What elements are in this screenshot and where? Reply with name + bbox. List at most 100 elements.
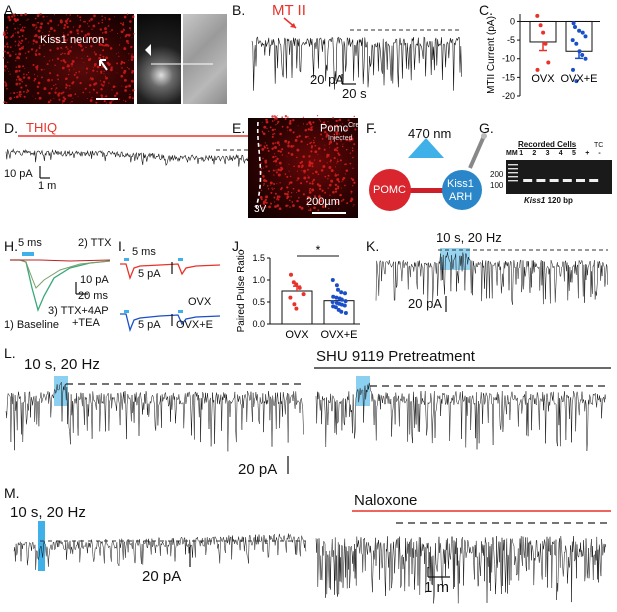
stim-bar-l-left: [54, 376, 68, 406]
data-point: [330, 278, 335, 282]
fluorescence-markers: [145, 44, 181, 65]
data-point: [301, 292, 306, 297]
light-wavelength-label: 470 nm: [408, 126, 452, 141]
injected-label: Injected: [328, 135, 353, 142]
ovxe-trace: [120, 313, 221, 333]
gel-image: [506, 160, 612, 194]
data-point: [574, 79, 579, 84]
gel-band: [562, 179, 572, 182]
data-point: [342, 303, 347, 308]
gel-lane-3: 2: [532, 150, 537, 157]
data-point: [339, 302, 344, 307]
gel-band: [576, 179, 585, 182]
bp-label: 120 bp: [545, 196, 573, 205]
gel-caption: Kiss1 120 bp: [524, 196, 573, 205]
data-point: [289, 272, 293, 277]
ttx4ap-label: 3) TTX+4AP: [48, 305, 109, 317]
panel-d-scale-y: 10 pA: [4, 168, 33, 180]
data-point: [541, 30, 546, 35]
ladder-band: [508, 168, 518, 170]
panel-k-trace: [375, 248, 608, 312]
panel-label-l: L.: [4, 345, 16, 361]
baseline-label: 1) Baseline: [4, 319, 60, 331]
data-point: [288, 295, 293, 300]
shu9119-label: SHU 9119 Pretreatment: [316, 348, 475, 365]
gel-band: [536, 179, 546, 182]
data-point: [583, 34, 588, 39]
panel-e-micrograph: PomcCre Injected 3V 200µm: [248, 114, 359, 218]
data-point: [571, 21, 576, 26]
pomc-label: Pomc: [320, 122, 349, 135]
gel-lane-1: MM: [506, 150, 518, 157]
data-point: [334, 283, 339, 288]
panel-b-trace: [251, 17, 462, 91]
y-axis-label: Paired Pulse Ratio: [236, 249, 247, 332]
ladder-band: [508, 164, 518, 166]
y-tick-label: 1.5: [252, 253, 265, 263]
data-point: [574, 41, 579, 46]
gel-band: [549, 179, 559, 182]
panel-j-ppr-chart: 0.0 0.5 1.0 1.5 Paired Pulse Ratio OVX OVX+E *: [236, 243, 360, 341]
recorded-cells-header: Recorded Cells: [518, 140, 577, 149]
pomc-cre-label: PomcCre: [320, 122, 359, 135]
data-point: [538, 23, 543, 28]
panel-i-scale-y-ovx: 5 pA: [138, 268, 161, 280]
panel-a-fluorescence-inset: [137, 14, 181, 104]
ladder-100: 100: [490, 181, 504, 190]
tea-label: +TEA: [72, 317, 100, 329]
panel-label-k: K.: [366, 238, 380, 254]
panel-label-h: H.: [4, 238, 18, 254]
data-point: [535, 67, 540, 72]
y-tick-label: -5: [507, 35, 515, 45]
panel-label-e: E.: [232, 120, 246, 136]
panel-e-overlay: [255, 114, 357, 214]
data-point: [292, 302, 297, 307]
data-point: [339, 290, 344, 295]
gel-lane-7: +: [585, 150, 590, 157]
tc-header: TC: [594, 142, 604, 149]
data-point: [577, 49, 582, 54]
ttx-label: 2) TTX: [78, 237, 112, 249]
panel-i-traces: [120, 258, 221, 333]
y-tick-label: 0.5: [252, 297, 265, 307]
gel-bands: [508, 164, 599, 182]
ovx-trace-label: OVX: [188, 296, 212, 308]
panel-k-scale-y: 20 pA: [408, 296, 442, 311]
panel-d-scale-x: 1 m: [38, 180, 57, 192]
ladder-band: [508, 172, 518, 174]
naloxone-label: Naloxone: [354, 492, 418, 509]
panel-label-b: B.: [232, 2, 246, 18]
panel-i-scale-y-ovxe: 5 pA: [138, 319, 161, 331]
data-point: [339, 297, 344, 302]
category-label: OVX+E: [321, 329, 358, 341]
significance-star: *: [316, 243, 321, 257]
panel-c-mtii-chart: 0 -5 -10 -15 -20 MTII Current (pA) OVX OVX+E: [486, 13, 600, 101]
data-point: [330, 300, 335, 304]
panel-label-i: I.: [118, 238, 126, 254]
thiq-drug-label: THIQ: [26, 120, 58, 135]
ladder-200: 200: [490, 170, 504, 179]
panel-l-scale-y: 20 pA: [238, 461, 278, 478]
data-point: [336, 287, 340, 292]
data-point: [343, 299, 348, 304]
ladder-band: [508, 176, 518, 178]
synapse-connector: [406, 188, 446, 193]
stim-bar-m: [38, 521, 45, 571]
bar-ovxe: [565, 20, 593, 52]
data-point: [546, 60, 551, 65]
kiss1-neuron: [442, 170, 482, 210]
ovx-trace: [120, 263, 221, 281]
blue-light-cone: [408, 138, 444, 158]
panel-label-f: F.: [366, 120, 377, 136]
pomc-node-label: POMC: [373, 184, 406, 196]
kiss1-node-label: Kiss1: [447, 178, 474, 190]
category-label: OVX: [285, 329, 309, 341]
third-ventricle-label: 3V: [254, 204, 267, 215]
panel-label-m: M.: [4, 485, 20, 501]
panel-h-traces: [10, 252, 111, 312]
panel-h-scale-x: 20 ms: [78, 290, 108, 302]
y-tick-label: -20: [502, 91, 515, 101]
panel-label-g: G.: [479, 120, 494, 136]
panel-b-scale-y: 20 pA: [310, 72, 344, 87]
pomc-neuron: [369, 169, 411, 211]
